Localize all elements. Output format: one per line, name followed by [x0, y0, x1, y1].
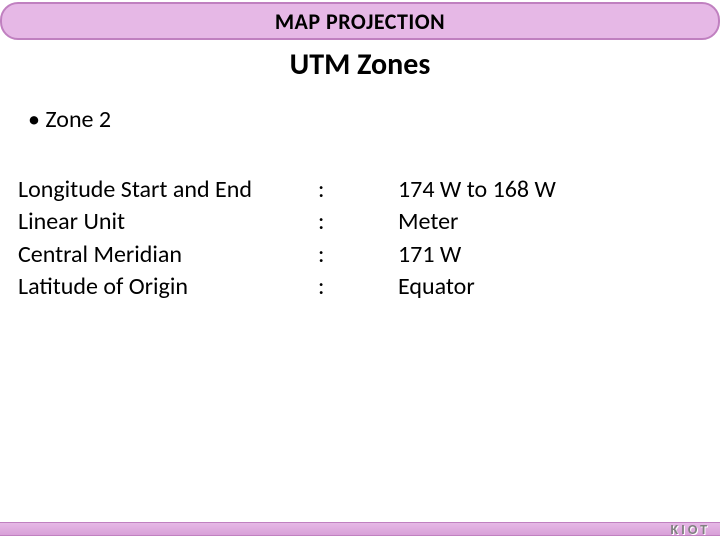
detail-colon: :: [318, 271, 398, 303]
bullet-section: Zone 2: [0, 105, 720, 134]
header-title: MAP PROJECTION: [275, 8, 445, 35]
detail-colon: :: [318, 174, 398, 206]
detail-value: 171 W: [398, 239, 720, 271]
detail-label: Latitude of Origin: [18, 271, 318, 303]
details-table: Longitude Start and End : 174 W to 168 W…: [0, 174, 720, 304]
detail-label: Central Meridian: [18, 239, 318, 271]
detail-label: Longitude Start and End: [18, 174, 318, 206]
detail-label: Linear Unit: [18, 206, 318, 238]
footer-logo: KIOT: [671, 521, 710, 538]
footer-band: [0, 522, 720, 536]
detail-colon: :: [318, 239, 398, 271]
table-row: Longitude Start and End : 174 W to 168 W: [18, 174, 720, 206]
detail-colon: :: [318, 206, 398, 238]
detail-value: 174 W to 168 W: [398, 174, 720, 206]
table-row: Central Meridian : 171 W: [18, 239, 720, 271]
slide-subtitle: UTM Zones: [0, 46, 720, 83]
table-row: Linear Unit : Meter: [18, 206, 720, 238]
header-band: MAP PROJECTION: [0, 2, 720, 40]
detail-value: Meter: [398, 206, 720, 238]
detail-value: Equator: [398, 271, 720, 303]
bullet-item: Zone 2: [28, 105, 111, 134]
table-row: Latitude of Origin : Equator: [18, 271, 720, 303]
